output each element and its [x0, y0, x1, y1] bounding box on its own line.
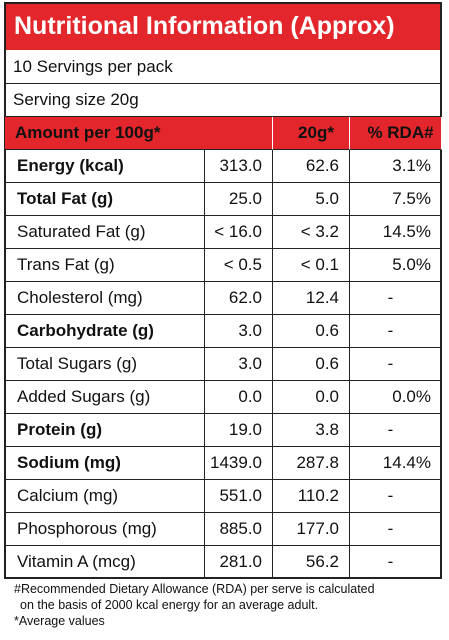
nutrient-value: 3.1%	[350, 150, 442, 183]
title: Nutritional Information (Approx)	[4, 2, 442, 50]
nutrient-value: -	[350, 282, 442, 315]
nutrient-name: Phosphorous (mg)	[4, 513, 205, 546]
nutrient-value: 12.4	[273, 282, 350, 315]
nutrient-name: Sodium (mg)	[4, 447, 205, 480]
nutrient-value: 885.0	[205, 513, 273, 546]
nutrient-value: 110.2	[273, 480, 350, 513]
nutrient-name: Total Fat (g)	[4, 183, 205, 216]
nutrient-value: 56.2	[273, 546, 350, 579]
nutrient-value: 0.0	[205, 381, 273, 414]
nutrient-value: 177.0	[273, 513, 350, 546]
footnote: on the basis of 2000 kcal energy for an …	[20, 598, 319, 612]
nutrient-value: -	[350, 480, 442, 513]
nutrient-name: Cholesterol (mg)	[4, 282, 205, 315]
nutrient-name: Total Sugars (g)	[4, 348, 205, 381]
nutrient-value: 7.5%	[350, 183, 442, 216]
nutrient-value: 5.0%	[350, 249, 442, 282]
nutrient-value: 3.8	[273, 414, 350, 447]
nutrient-value: < 0.5	[205, 249, 273, 282]
nutrient-name: Calcium (mg)	[4, 480, 205, 513]
nutrient-value: 14.4%	[350, 447, 442, 480]
nutrient-value: -	[350, 348, 442, 381]
nutrient-value: 551.0	[205, 480, 273, 513]
nutrient-name: Added Sugars (g)	[4, 381, 205, 414]
nutrient-value: -	[350, 315, 442, 348]
footnote: *Average values	[14, 614, 105, 628]
nutrient-value: -	[350, 513, 442, 546]
nutrient-name: Protein (g)	[4, 414, 205, 447]
servings: 10 Servings per pack	[4, 50, 442, 84]
nutrient-value: 281.0	[205, 546, 273, 579]
nutrient-name: Energy (kcal)	[4, 150, 205, 183]
nutrient-value: 19.0	[205, 414, 273, 447]
nutrient-value: 3.0	[205, 315, 273, 348]
nutrient-value: 3.0	[205, 348, 273, 381]
nutrient-value: 0.6	[273, 315, 350, 348]
serving-size: Serving size 20g	[4, 84, 442, 117]
nutrient-value: 313.0	[205, 150, 273, 183]
nutrient-value: 1439.0	[205, 447, 273, 480]
nutrient-value: 287.8	[273, 447, 350, 480]
nutrient-value: < 16.0	[205, 216, 273, 249]
header-cell: 20g*	[273, 117, 350, 150]
nutrient-value: 62.0	[205, 282, 273, 315]
nutrient-value: 0.6	[273, 348, 350, 381]
nutrient-name: Trans Fat (g)	[4, 249, 205, 282]
nutrient-value: < 0.1	[273, 249, 350, 282]
nutrient-name: Saturated Fat (g)	[4, 216, 205, 249]
nutrient-value: 62.6	[273, 150, 350, 183]
nutrient-value: 5.0	[273, 183, 350, 216]
header-cell: % RDA#	[350, 117, 442, 150]
nutrient-value: -	[350, 414, 442, 447]
nutrient-name: Vitamin A (mcg)	[4, 546, 205, 579]
header-cell: Amount per 100g*	[4, 117, 273, 150]
nutrient-value: 25.0	[205, 183, 273, 216]
nutrient-value: -	[350, 546, 442, 579]
nutrient-name: Carbohydrate (g)	[4, 315, 205, 348]
nutrient-value: 0.0%	[350, 381, 442, 414]
nutrient-value: 0.0	[273, 381, 350, 414]
nutrient-value: < 3.2	[273, 216, 350, 249]
nutrient-value: 14.5%	[350, 216, 442, 249]
footnote: #Recommended Dietary Allowance (RDA) per…	[14, 582, 375, 596]
